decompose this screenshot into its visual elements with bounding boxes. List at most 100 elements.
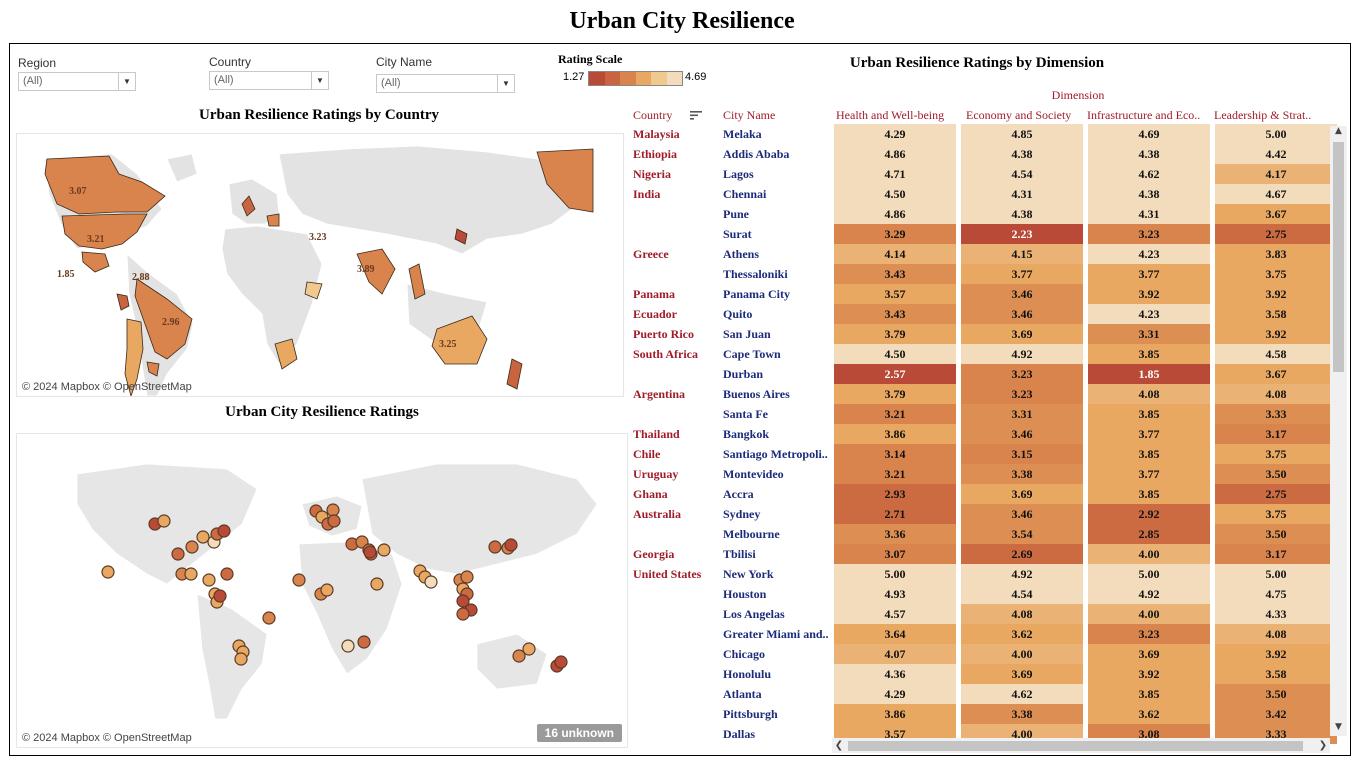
rating-cell[interactable]: 3.85 — [1088, 344, 1210, 364]
rating-cell[interactable]: 4.71 — [834, 164, 956, 184]
rating-cell[interactable]: 4.08 — [1215, 384, 1337, 404]
unknown-count-badge[interactable]: 16 unknown — [536, 724, 622, 742]
rating-cell[interactable]: 4.57 — [834, 604, 956, 624]
city-cell[interactable]: Durban — [723, 367, 764, 381]
city-map[interactable]: © 2024 Mapbox © OpenStreetMap 16 unknown — [16, 433, 628, 748]
city-dot[interactable] — [101, 565, 115, 579]
rating-cell[interactable]: 4.86 — [834, 144, 956, 164]
rating-cell[interactable]: 2.71 — [834, 504, 956, 524]
rating-cell[interactable]: 3.67 — [1215, 204, 1337, 224]
city-dot[interactable] — [357, 635, 371, 649]
rating-cell[interactable]: 4.50 — [834, 344, 956, 364]
city-dot[interactable] — [424, 575, 438, 589]
rating-cell[interactable]: 3.86 — [834, 704, 956, 724]
city-dot[interactable] — [326, 503, 340, 517]
country-map[interactable]: 3.07 3.21 3.89 3.25 2.96 1.85 3.23 2.88 © 2024 … — [16, 133, 624, 397]
city-dot[interactable] — [488, 540, 502, 554]
rating-cell[interactable]: 3.67 — [1215, 364, 1337, 384]
vertical-scrollbar[interactable]: ▲ ▼ — [1330, 126, 1347, 736]
country-cell[interactable]: Nigeria — [633, 167, 671, 181]
city-dot[interactable] — [320, 583, 334, 597]
rating-cell[interactable]: 3.54 — [961, 524, 1083, 544]
city-dot[interactable] — [341, 639, 355, 653]
rating-cell[interactable]: 2.92 — [1088, 504, 1210, 524]
rating-cell[interactable]: 3.31 — [961, 404, 1083, 424]
rating-cell[interactable]: 3.77 — [1088, 264, 1210, 284]
rating-cell[interactable]: 4.38 — [1088, 184, 1210, 204]
rating-cell[interactable]: 3.21 — [834, 464, 956, 484]
rating-cell[interactable]: 3.33 — [1215, 404, 1337, 424]
rating-cell[interactable]: 3.92 — [1215, 324, 1337, 344]
rating-cell[interactable]: 3.43 — [834, 304, 956, 324]
city-cell[interactable]: Chicago — [723, 647, 765, 661]
rating-cell[interactable]: 2.93 — [834, 484, 956, 504]
rating-cell[interactable]: 3.77 — [961, 264, 1083, 284]
rating-cell[interactable]: 3.75 — [1215, 444, 1337, 464]
horizontal-scrollbar[interactable]: ❮ ❯ — [832, 738, 1330, 753]
rating-cell[interactable]: 3.58 — [1215, 664, 1337, 684]
rating-cell[interactable]: 4.38 — [961, 144, 1083, 164]
city-dot[interactable] — [554, 655, 568, 669]
city-dot[interactable] — [456, 607, 470, 621]
city-dot[interactable] — [292, 573, 306, 587]
column-header-economy[interactable]: Economy and Society — [966, 108, 1072, 122]
city-cell[interactable]: Bangkok — [723, 427, 770, 441]
rating-cell[interactable]: 4.58 — [1215, 344, 1337, 364]
vertical-scroll-thumb[interactable] — [1333, 142, 1344, 372]
rating-cell[interactable]: 3.69 — [961, 324, 1083, 344]
rating-cell[interactable]: 2.57 — [834, 364, 956, 384]
rating-cell[interactable]: 4.14 — [834, 244, 956, 264]
rating-cell[interactable]: 3.21 — [834, 404, 956, 424]
region-filter[interactable]: Region (All) ▼ — [18, 56, 136, 91]
rating-cell[interactable]: 5.00 — [1215, 124, 1337, 144]
city-dot[interactable] — [184, 567, 198, 581]
city-dot[interactable] — [171, 547, 185, 561]
city-dot[interactable] — [262, 611, 276, 625]
rating-cell[interactable]: 5.00 — [834, 564, 956, 584]
city-cell[interactable]: Cape Town — [723, 347, 781, 361]
city-cell[interactable]: Dallas — [723, 727, 756, 741]
rating-cell[interactable]: 3.62 — [961, 624, 1083, 644]
city-dot[interactable] — [512, 649, 526, 663]
rating-cell[interactable]: 4.92 — [961, 344, 1083, 364]
country-cell[interactable]: Ghana — [633, 487, 668, 501]
rating-cell[interactable]: 4.54 — [961, 164, 1083, 184]
rating-cell[interactable]: 3.64 — [834, 624, 956, 644]
rating-cell[interactable]: 3.92 — [1215, 644, 1337, 664]
rating-cell[interactable]: 3.62 — [1088, 704, 1210, 724]
rating-cell[interactable]: 2.69 — [961, 544, 1083, 564]
city-cell[interactable]: Thessaloniki — [723, 267, 788, 281]
city-cell[interactable]: Greater Miami and.. — [723, 627, 829, 641]
rating-cell[interactable]: 3.36 — [834, 524, 956, 544]
chevron-down-icon[interactable]: ▼ — [311, 72, 328, 89]
rating-cell[interactable]: 2.23 — [961, 224, 1083, 244]
city-cell[interactable]: Honolulu — [723, 667, 772, 681]
country-cell[interactable]: Greece — [633, 247, 669, 261]
rating-cell[interactable]: 4.00 — [1088, 604, 1210, 624]
country-cell[interactable]: India — [633, 187, 661, 201]
rating-cell[interactable]: 3.92 — [1088, 664, 1210, 684]
rating-cell[interactable]: 4.08 — [1088, 384, 1210, 404]
rating-cell[interactable]: 3.17 — [1215, 424, 1337, 444]
city-dot[interactable] — [377, 543, 391, 557]
rating-cell[interactable]: 3.43 — [834, 264, 956, 284]
country-column-header[interactable]: Country — [633, 108, 673, 122]
country-cell[interactable]: Argentina — [633, 387, 685, 401]
rating-cell[interactable]: 4.36 — [834, 664, 956, 684]
rating-cell[interactable]: 2.75 — [1215, 224, 1337, 244]
column-header-health[interactable]: Health and Well-being — [836, 108, 945, 122]
city-dot[interactable] — [185, 540, 199, 554]
rating-cell[interactable]: 2.75 — [1215, 484, 1337, 504]
rating-cell[interactable]: 3.85 — [1088, 684, 1210, 704]
city-dot[interactable] — [213, 589, 227, 603]
city-cell[interactable]: Santiago Metropoli.. — [723, 447, 828, 461]
rating-cell[interactable]: 5.00 — [1088, 564, 1210, 584]
rating-cell[interactable]: 3.50 — [1215, 524, 1337, 544]
city-cell[interactable]: Buenos Aires — [723, 387, 790, 401]
rating-cell[interactable]: 3.23 — [1088, 624, 1210, 644]
city-filter[interactable]: City Name (All) ▼ — [376, 55, 515, 93]
country-cell[interactable]: Panama — [633, 287, 675, 301]
country-cell[interactable]: South Africa — [633, 347, 699, 361]
city-cell[interactable]: Surat — [723, 227, 752, 241]
city-dot[interactable] — [196, 530, 210, 544]
